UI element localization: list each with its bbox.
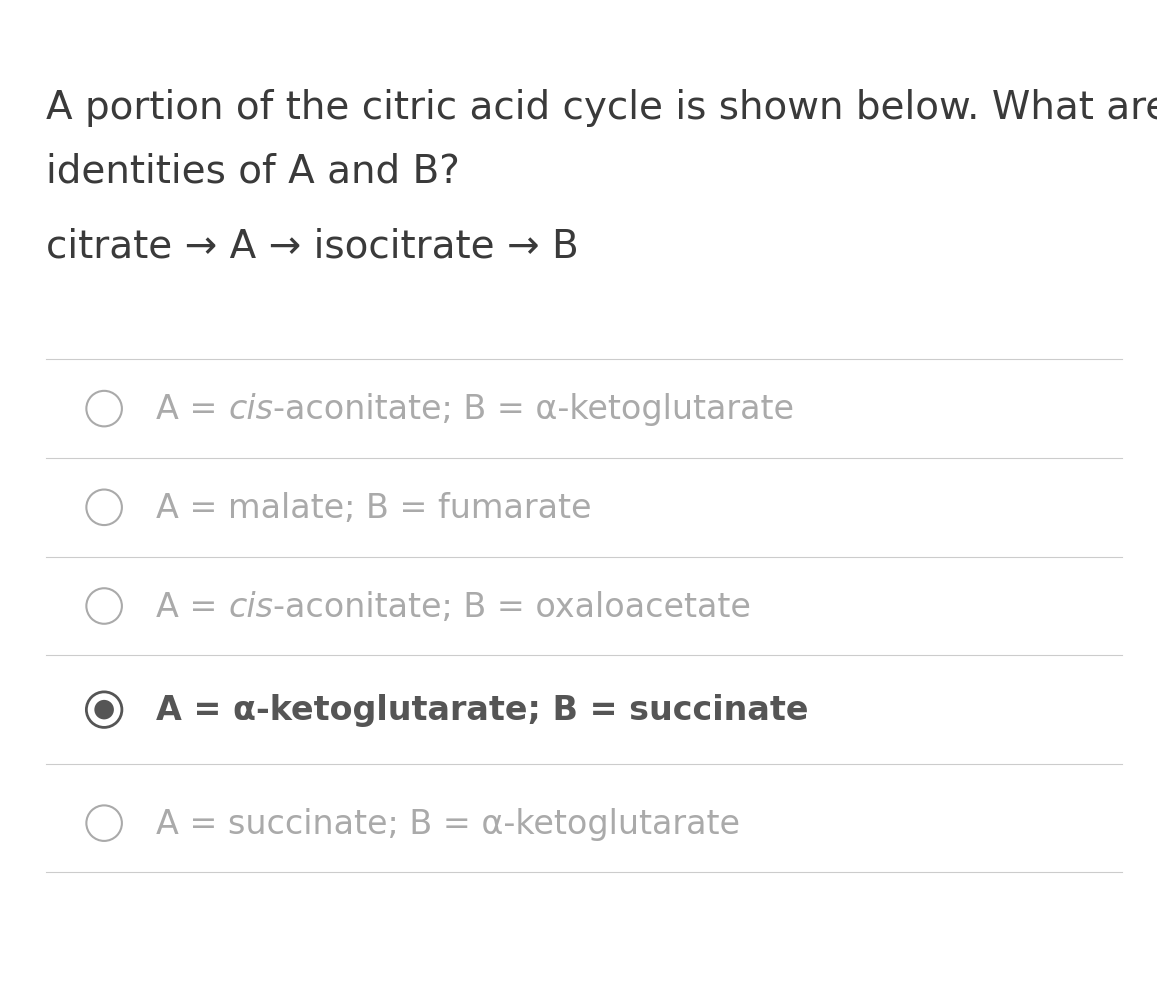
- Text: -aconitate; B = α-ketoglutarate: -aconitate; B = α-ketoglutarate: [273, 392, 794, 426]
- Text: A =: A =: [156, 590, 228, 623]
- Text: A portion of the citric acid cycle is shown below. What are the: A portion of the citric acid cycle is sh…: [46, 89, 1157, 127]
- Text: cis: cis: [228, 392, 273, 426]
- Text: A = malate; B = fumarate: A = malate; B = fumarate: [156, 491, 591, 525]
- Text: cis: cis: [228, 590, 273, 623]
- Text: A = succinate; B = α-ketoglutarate: A = succinate; B = α-ketoglutarate: [156, 807, 740, 840]
- Text: identities of A and B?: identities of A and B?: [46, 153, 460, 191]
- Text: -aconitate; B = oxaloacetate: -aconitate; B = oxaloacetate: [273, 590, 751, 623]
- Text: A =: A =: [156, 392, 228, 426]
- Ellipse shape: [95, 700, 113, 720]
- Text: citrate → A → isocitrate → B: citrate → A → isocitrate → B: [46, 227, 578, 265]
- Text: A = α-ketoglutarate; B = succinate: A = α-ketoglutarate; B = succinate: [156, 693, 809, 727]
